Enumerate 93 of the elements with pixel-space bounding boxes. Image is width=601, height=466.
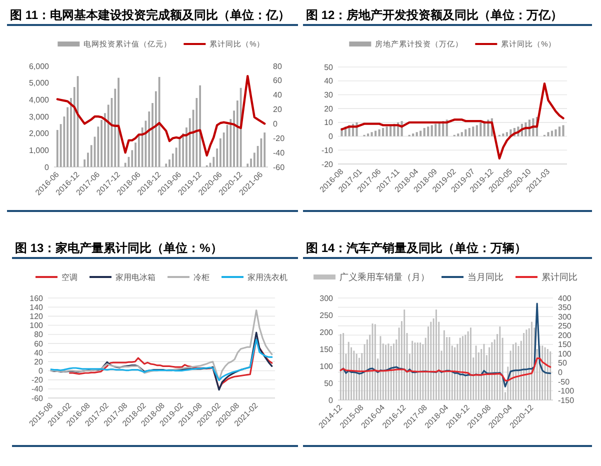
y-tick-label: -60 (31, 394, 44, 403)
y-tick-label: 300 (320, 294, 334, 303)
y2-tick-label: -50 (558, 377, 570, 386)
y2-tick-label: 350 (558, 303, 572, 312)
y-tick-label: 20 (34, 357, 44, 366)
y-tick-label: 10 (324, 118, 334, 128)
legend-label: 家用洗衣机 (248, 272, 288, 282)
y2-tick-label: 0 (273, 120, 278, 129)
y2-tick-label: 100 (558, 349, 572, 358)
chart-title: 图 13：家电产量累计同比（单位：%） (15, 241, 222, 255)
bar (464, 129, 467, 136)
y-tick-label: 100 (320, 362, 334, 371)
bar (420, 130, 422, 136)
bar (562, 125, 564, 136)
y2-tick-label: -150 (558, 396, 575, 405)
y-tick-label: 100 (30, 321, 44, 330)
y-tick-label: 2,000 (28, 129, 50, 138)
y2-tick-label: -20 (273, 134, 286, 143)
y-tick-label: 0 (38, 366, 44, 376)
y-tick-label: 3,000 (28, 112, 50, 122)
bar (382, 128, 384, 136)
y-tick-label: 0 (328, 132, 334, 142)
y2-tick-label: -60 (273, 162, 286, 172)
legend-label: 冷柜 (194, 272, 210, 282)
bar (460, 132, 463, 136)
bar (434, 124, 437, 136)
y2-tick-label: 40 (273, 90, 282, 100)
y2-tick-label: 20 (273, 105, 282, 114)
y-tick-label: 200 (320, 328, 334, 337)
bar (386, 126, 388, 136)
y2-tick-label: 80 (273, 62, 282, 71)
y-tick-label: -20 (31, 376, 44, 385)
bar (506, 132, 508, 136)
y-tick-label: 40 (34, 348, 44, 358)
y-tick-label: 0 (328, 396, 334, 405)
bar (370, 132, 373, 136)
bar (558, 126, 561, 136)
y-tick-label: 50 (324, 62, 334, 72)
y2-tick-label: 300 (558, 312, 572, 322)
bar (367, 134, 370, 136)
y-tick-label: 5,000 (28, 78, 50, 88)
bar (547, 132, 550, 136)
y-tick-label: -40 (31, 384, 44, 394)
bar (427, 126, 430, 136)
bar (430, 125, 433, 136)
y-tick-label: 20 (324, 104, 334, 114)
y2-tick-label: 0 (558, 368, 563, 377)
y-tick-label: -20 (321, 160, 334, 169)
bar (438, 122, 440, 136)
y-tick-label: 30 (324, 90, 334, 100)
y-tick-label: 140 (30, 302, 44, 312)
y-tick-label: 1,000 (28, 146, 50, 155)
chart-title: 图 11：电网基本建设投资完成额及同比（单位：亿） (10, 8, 290, 22)
bar (476, 125, 478, 136)
bar (423, 128, 426, 136)
y-tick-label: 0 (44, 162, 50, 172)
y-tick-label: 150 (320, 344, 334, 354)
y2-tick-label: 60 (273, 76, 282, 86)
bar (480, 122, 482, 136)
y-tick-label: 60 (34, 339, 44, 348)
legend-label: 空调 (62, 272, 78, 282)
legend-label: 累计同比 (542, 272, 578, 282)
y2-tick-label: -100 (558, 386, 575, 396)
y-tick-label: 40 (324, 76, 334, 86)
bar (472, 126, 474, 136)
y-tick-label: 250 (320, 310, 334, 320)
y-tick-label: 120 (30, 312, 44, 321)
bar (554, 129, 557, 136)
y-tick-label: 6,000 (28, 62, 50, 71)
bar (457, 134, 460, 136)
bar (412, 134, 414, 136)
bar (378, 129, 380, 136)
legend-label: 家用电冰箱 (116, 272, 156, 282)
y2-tick-label: -40 (273, 148, 286, 158)
bar (502, 134, 504, 136)
y2-tick-label: 250 (558, 322, 572, 331)
y2-tick-label: 150 (558, 340, 572, 350)
legend-label: 广义乘用车销量（月） (340, 272, 430, 282)
chart-title: 图 12：房地产开发投资额及同比（单位：万亿） (306, 8, 563, 22)
y-tick-label: 160 (30, 294, 44, 303)
y-tick-label: 80 (34, 330, 44, 340)
y2-tick-label: 200 (558, 330, 572, 340)
chart-title: 图 14：汽车产销量及同比（单位：万辆） (306, 241, 527, 255)
y2-tick-label: 400 (558, 294, 572, 303)
y-tick-label: -10 (321, 146, 334, 155)
bar (468, 128, 470, 136)
y-tick-label: 50 (324, 378, 334, 388)
bar (416, 132, 418, 136)
legend-label: 当月同比 (468, 272, 504, 282)
bar (550, 130, 554, 136)
y-tick-label: 4,000 (28, 95, 50, 104)
y2-tick-label: 50 (558, 358, 568, 368)
bar (374, 130, 377, 136)
